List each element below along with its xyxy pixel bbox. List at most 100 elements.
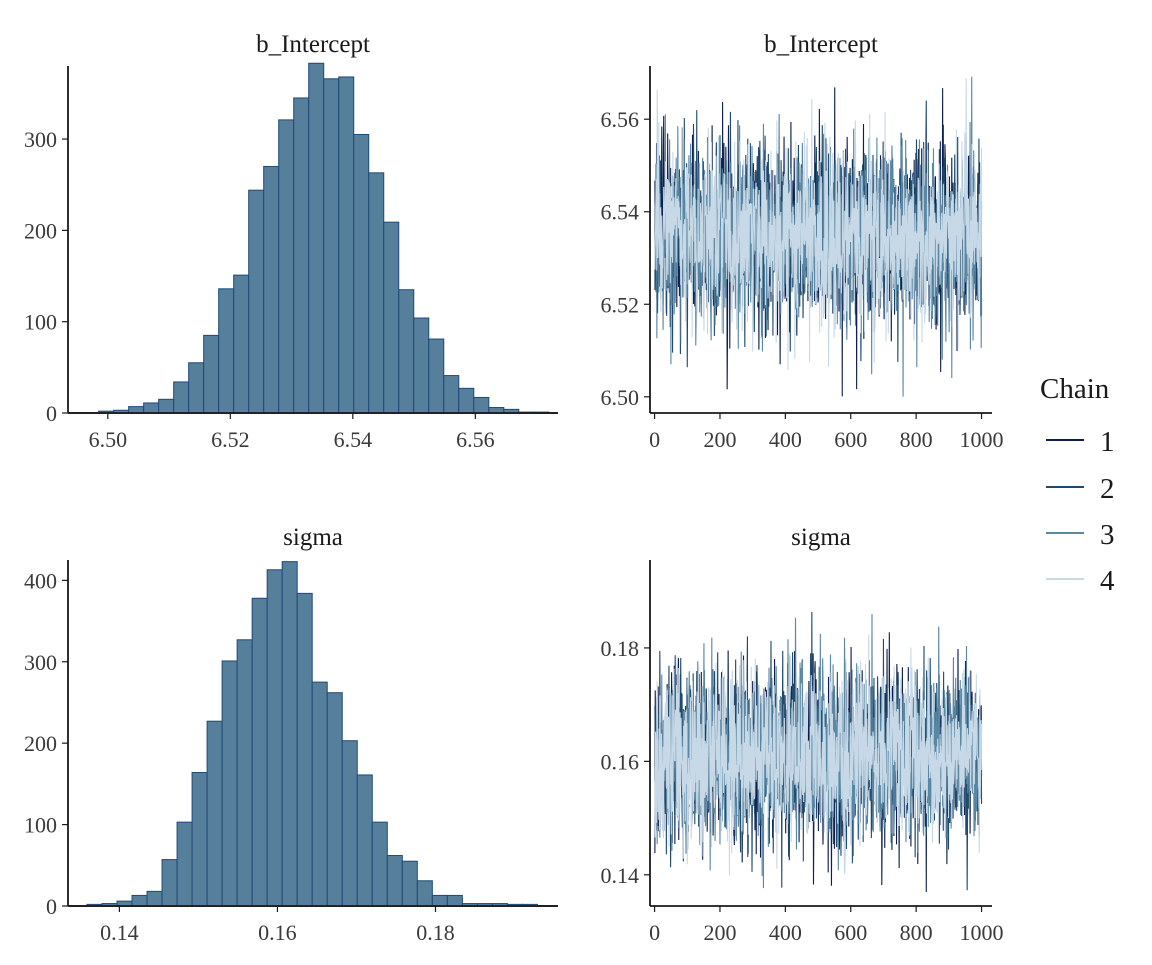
- x-tick-label: 200: [703, 920, 736, 945]
- hist-bar: [341, 740, 358, 907]
- hist-bar: [326, 692, 343, 907]
- x-tick-label: 0: [649, 427, 660, 452]
- y-tick-label: 200: [24, 218, 57, 243]
- panel-title: sigma: [791, 524, 851, 551]
- hist-bar: [338, 76, 355, 414]
- y-tick-label: 100: [24, 310, 57, 335]
- hist-bar: [173, 381, 190, 414]
- hist-bar: [248, 189, 265, 414]
- x-tick-label: 0: [649, 920, 660, 945]
- x-tick-label: 1000: [960, 920, 1004, 945]
- hist-bar: [176, 821, 193, 907]
- y-tick-label: 0: [46, 894, 57, 919]
- x-tick-label: 800: [900, 427, 933, 452]
- hist-bar: [251, 597, 268, 907]
- hist-bar: [278, 119, 295, 414]
- y-tick-label: 0: [46, 401, 57, 426]
- y-tick-label: 6.52: [601, 292, 640, 317]
- x-tick-label: 400: [769, 920, 802, 945]
- legend-label-4: 4: [1100, 565, 1115, 597]
- hist-bar: [443, 375, 460, 414]
- y-tick-label: 300: [24, 127, 57, 152]
- hist-bar: [206, 720, 223, 907]
- x-tick-label: 600: [834, 427, 867, 452]
- hist-bar: [143, 402, 160, 414]
- hist-bar: [308, 62, 325, 414]
- hist-bar: [263, 165, 280, 414]
- hist-bar: [128, 406, 145, 414]
- x-tick-label: 0.14: [100, 920, 139, 945]
- x-tick-label: 6.50: [89, 427, 128, 452]
- hist-bar: [413, 317, 430, 414]
- hist-bar: [368, 172, 385, 414]
- trace-chain-4: [654, 78, 983, 370]
- y-tick-label: 0.18: [601, 636, 640, 661]
- hist-bar: [401, 860, 418, 907]
- trace-chain-4: [654, 634, 983, 876]
- hist-bar: [458, 387, 475, 414]
- x-tick-label: 6.54: [334, 427, 373, 452]
- x-tick-label: 600: [834, 920, 867, 945]
- y-tick-label: 300: [24, 650, 57, 675]
- x-tick-label: 6.52: [211, 427, 250, 452]
- x-tick-label: 200: [703, 427, 736, 452]
- hist-bar: [416, 880, 433, 907]
- hist-bar: [191, 771, 208, 907]
- legend-title: Chain: [1040, 373, 1110, 405]
- panel-title: b_Intercept: [256, 31, 370, 58]
- hist-bar: [431, 894, 448, 907]
- hist-bar: [158, 398, 175, 414]
- legend-label-1: 1: [1100, 426, 1115, 458]
- legend-item-1: 1: [1046, 426, 1115, 458]
- hist-bar: [161, 859, 178, 907]
- chain-legend: Chain 1 2 3 4: [1040, 373, 1115, 597]
- y-tick-label: 6.54: [601, 200, 640, 225]
- hist-bar: [311, 681, 328, 907]
- hist-bar: [296, 592, 313, 907]
- y-tick-label: 200: [24, 731, 57, 756]
- hist-bar: [356, 774, 373, 907]
- hist-bar: [266, 569, 283, 907]
- panel-title: sigma: [283, 524, 343, 551]
- trace-b-intercept-panel: b_Intercept 0 200 400 600 800 1000 6.50 6.52 6.54…: [601, 31, 1004, 452]
- y-tick-label: 6.50: [601, 385, 640, 410]
- legend-item-4: 4: [1046, 565, 1115, 597]
- x-tick-label: 400: [769, 427, 802, 452]
- panel-title: b_Intercept: [764, 31, 878, 58]
- legend-item-3: 3: [1046, 519, 1115, 551]
- hist-bar: [293, 97, 310, 414]
- hist-bar: [203, 334, 220, 414]
- trace-sigma-panel: sigma 0 200 400 600 800 1000 0.14 0.16 0.18: [601, 524, 1004, 945]
- hist-bar: [221, 660, 238, 907]
- y-tick-label: 100: [24, 813, 57, 838]
- hist-bar: [146, 890, 163, 907]
- hist-bar: [371, 821, 388, 907]
- x-tick-label: 1000: [960, 427, 1004, 452]
- hist-bar: [188, 362, 205, 414]
- hist-bar: [131, 894, 148, 907]
- hist-bar: [383, 221, 400, 414]
- hist-bar: [446, 894, 463, 907]
- hist-bar: [386, 855, 403, 907]
- x-tick-label: 6.56: [456, 427, 495, 452]
- hist-bar: [473, 396, 490, 414]
- hist-bar: [398, 289, 415, 414]
- hist-bar: [236, 639, 253, 907]
- y-tick-label: 0.14: [601, 863, 640, 888]
- hist-bar: [353, 133, 370, 414]
- hist-b-intercept-panel: b_Intercept 6.50 6.52 6.54 6.56 0 100 200 300: [24, 31, 558, 452]
- y-tick-label: 6.56: [601, 107, 640, 132]
- legend-label-3: 3: [1100, 519, 1115, 551]
- hist-bar: [233, 274, 250, 414]
- hist-bar: [323, 78, 340, 414]
- hist-bar: [218, 288, 235, 414]
- x-tick-label: 0.18: [416, 920, 455, 945]
- y-tick-label: 400: [24, 568, 57, 593]
- legend-label-2: 2: [1100, 473, 1115, 505]
- legend-item-2: 2: [1046, 473, 1115, 505]
- y-tick-label: 0.16: [601, 749, 640, 774]
- hist-bar: [281, 561, 298, 907]
- hist-sigma-panel: sigma 0.14 0.16 0.18 0 100 200 300 400: [24, 524, 558, 945]
